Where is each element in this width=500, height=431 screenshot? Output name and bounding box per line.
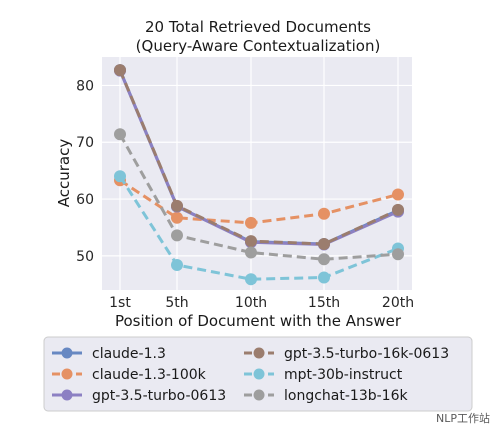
data-point — [171, 229, 183, 242]
legend-label: mpt-30b-instruct — [284, 367, 403, 383]
legend-label: gpt-3.5-turbo-16k-0613 — [284, 346, 449, 362]
x-tick-label: 20th — [382, 295, 414, 311]
legend-item: longchat-13b-16k — [244, 388, 408, 404]
legend-marker — [61, 389, 73, 401]
data-point — [392, 188, 404, 201]
data-point — [318, 207, 330, 220]
data-point — [114, 128, 126, 141]
data-point — [392, 248, 404, 261]
legend-label: claude-1.3 — [92, 346, 166, 362]
data-point — [171, 199, 183, 212]
tick-labels: 1st 5th 10th 15th 20th 50 60 70 80 — [76, 78, 414, 311]
x-tick-label: 15th — [308, 295, 340, 311]
y-axis-label: Accuracy — [55, 139, 73, 208]
grid — [102, 57, 412, 290]
legend-label: longchat-13b-16k — [284, 388, 408, 404]
y-tick-label: 60 — [76, 192, 94, 208]
y-tick-label: 50 — [76, 249, 94, 265]
data-point — [114, 64, 126, 77]
series-gpt-3.5-turbo-16k-0613 — [114, 64, 404, 250]
series-longchat-13b-16k — [114, 128, 404, 266]
x-tick-label: 10th — [235, 295, 267, 311]
legend-marker — [61, 347, 73, 359]
plot-area — [102, 57, 412, 290]
data-point — [245, 235, 257, 248]
legend-marker — [253, 347, 265, 359]
data-point — [318, 253, 330, 266]
y-tick-label: 70 — [76, 135, 94, 151]
legend-item: claude-1.3 — [52, 346, 166, 362]
data-point — [245, 246, 257, 259]
series-line — [118, 133, 399, 261]
x-axis-label: Position of Document with the Answer — [115, 312, 402, 330]
legend-label: gpt-3.5-turbo-0613 — [92, 388, 226, 404]
chart-subtitle: (Query-Aware Contextualization) — [136, 37, 381, 55]
watermark-text: NLP工作站 — [436, 411, 490, 425]
legend-label: claude-1.3-100k — [92, 367, 207, 383]
series-layer — [114, 64, 404, 286]
legend-item: gpt-3.5-turbo-0613 — [52, 388, 226, 404]
data-point — [318, 271, 330, 284]
data-point — [114, 170, 126, 183]
legend-marker — [253, 389, 265, 401]
legend-marker — [61, 368, 73, 380]
series-line — [118, 175, 399, 281]
x-tick-label: 5th — [165, 295, 188, 311]
chart-title: 20 Total Retrieved Documents — [145, 18, 371, 36]
legend-item: mpt-30b-instruct — [244, 367, 403, 383]
legend-marker — [253, 368, 265, 380]
legend-item: claude-1.3-100k — [52, 367, 207, 383]
data-point — [245, 216, 257, 229]
legend-item: gpt-3.5-turbo-16k-0613 — [244, 346, 449, 362]
data-point — [171, 259, 183, 271]
x-tick-label: 1st — [109, 295, 131, 311]
data-point — [318, 238, 330, 250]
data-point — [392, 203, 404, 216]
data-point — [245, 273, 257, 286]
legend-items: claude-1.3 claude-1.3-100k gpt-3.5-turbo-0… — [52, 346, 449, 404]
y-tick-label: 80 — [76, 78, 94, 94]
data-point — [171, 211, 183, 224]
